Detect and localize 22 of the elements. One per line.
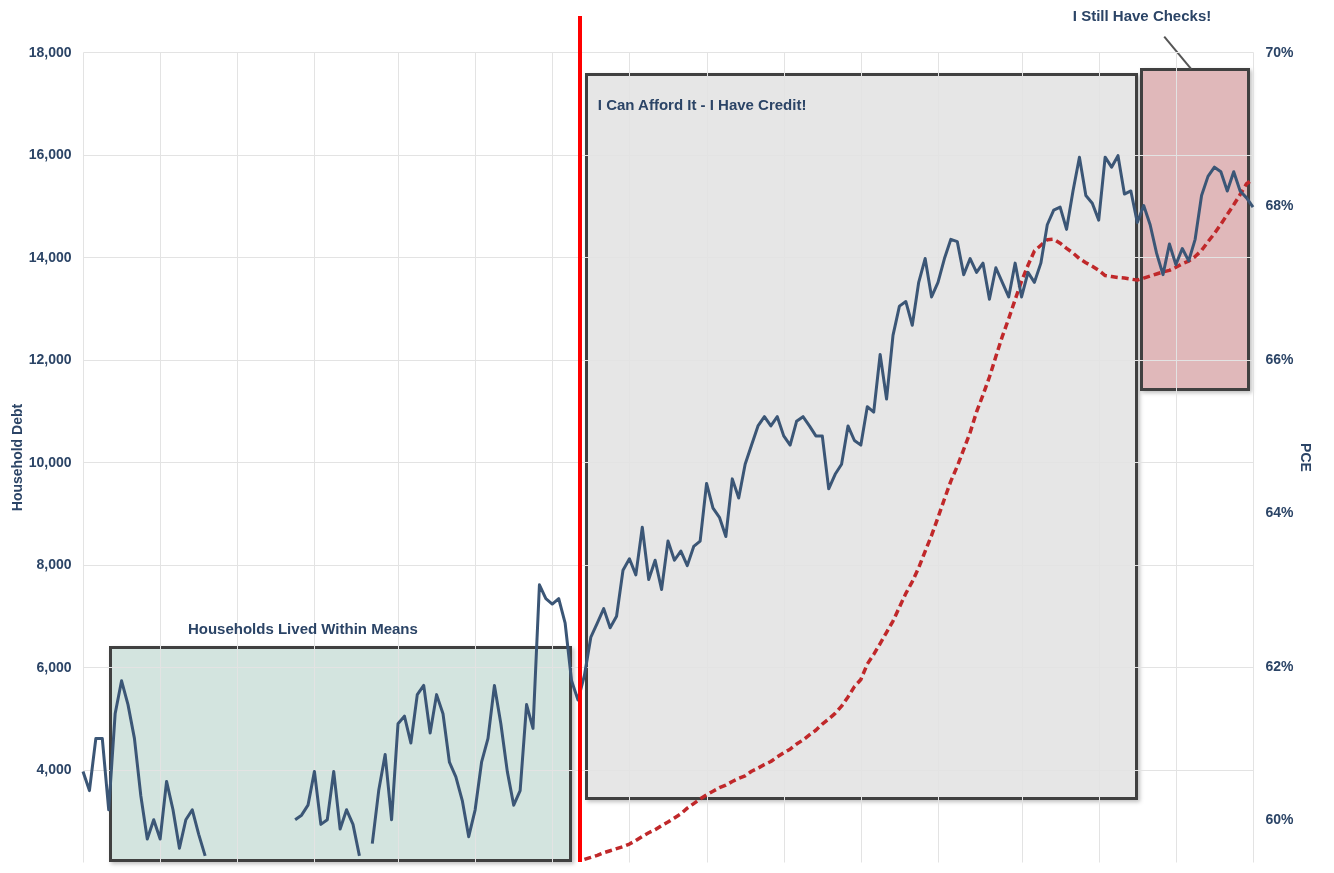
y-tick-label: 14,000 [28,248,72,265]
line-series [370,154,1255,846]
y2-tick-label: 60% [1265,811,1295,828]
annotation: Households Lived Within Means [187,620,418,638]
y-tick-label: 10,000 [28,453,72,470]
y2-tick-label: 70% [1265,43,1295,60]
y-tick-label: 18,000 [28,43,72,60]
y-tick-label: 6,000 [36,658,72,675]
y2-tick-label: 68% [1265,197,1295,214]
y-tick-label: 8,000 [36,556,72,573]
y2-tick-label: 66% [1265,350,1295,367]
y2-axis-title: PCE [1297,443,1314,472]
y2-tick-label: 62% [1265,657,1295,674]
y2-tick-label: 64% [1265,504,1295,521]
y-axis-title: Household Debt [8,403,25,512]
line-series [81,679,207,858]
y-tick-label: 4,000 [36,761,72,778]
y-tick-label: 12,000 [28,351,72,368]
line-series [293,769,361,858]
y-tick-label: 16,000 [28,146,72,163]
annotation: I Can Afford It - I Have Credit! [597,96,807,114]
text: I Still Have Checks! [1072,7,1212,25]
